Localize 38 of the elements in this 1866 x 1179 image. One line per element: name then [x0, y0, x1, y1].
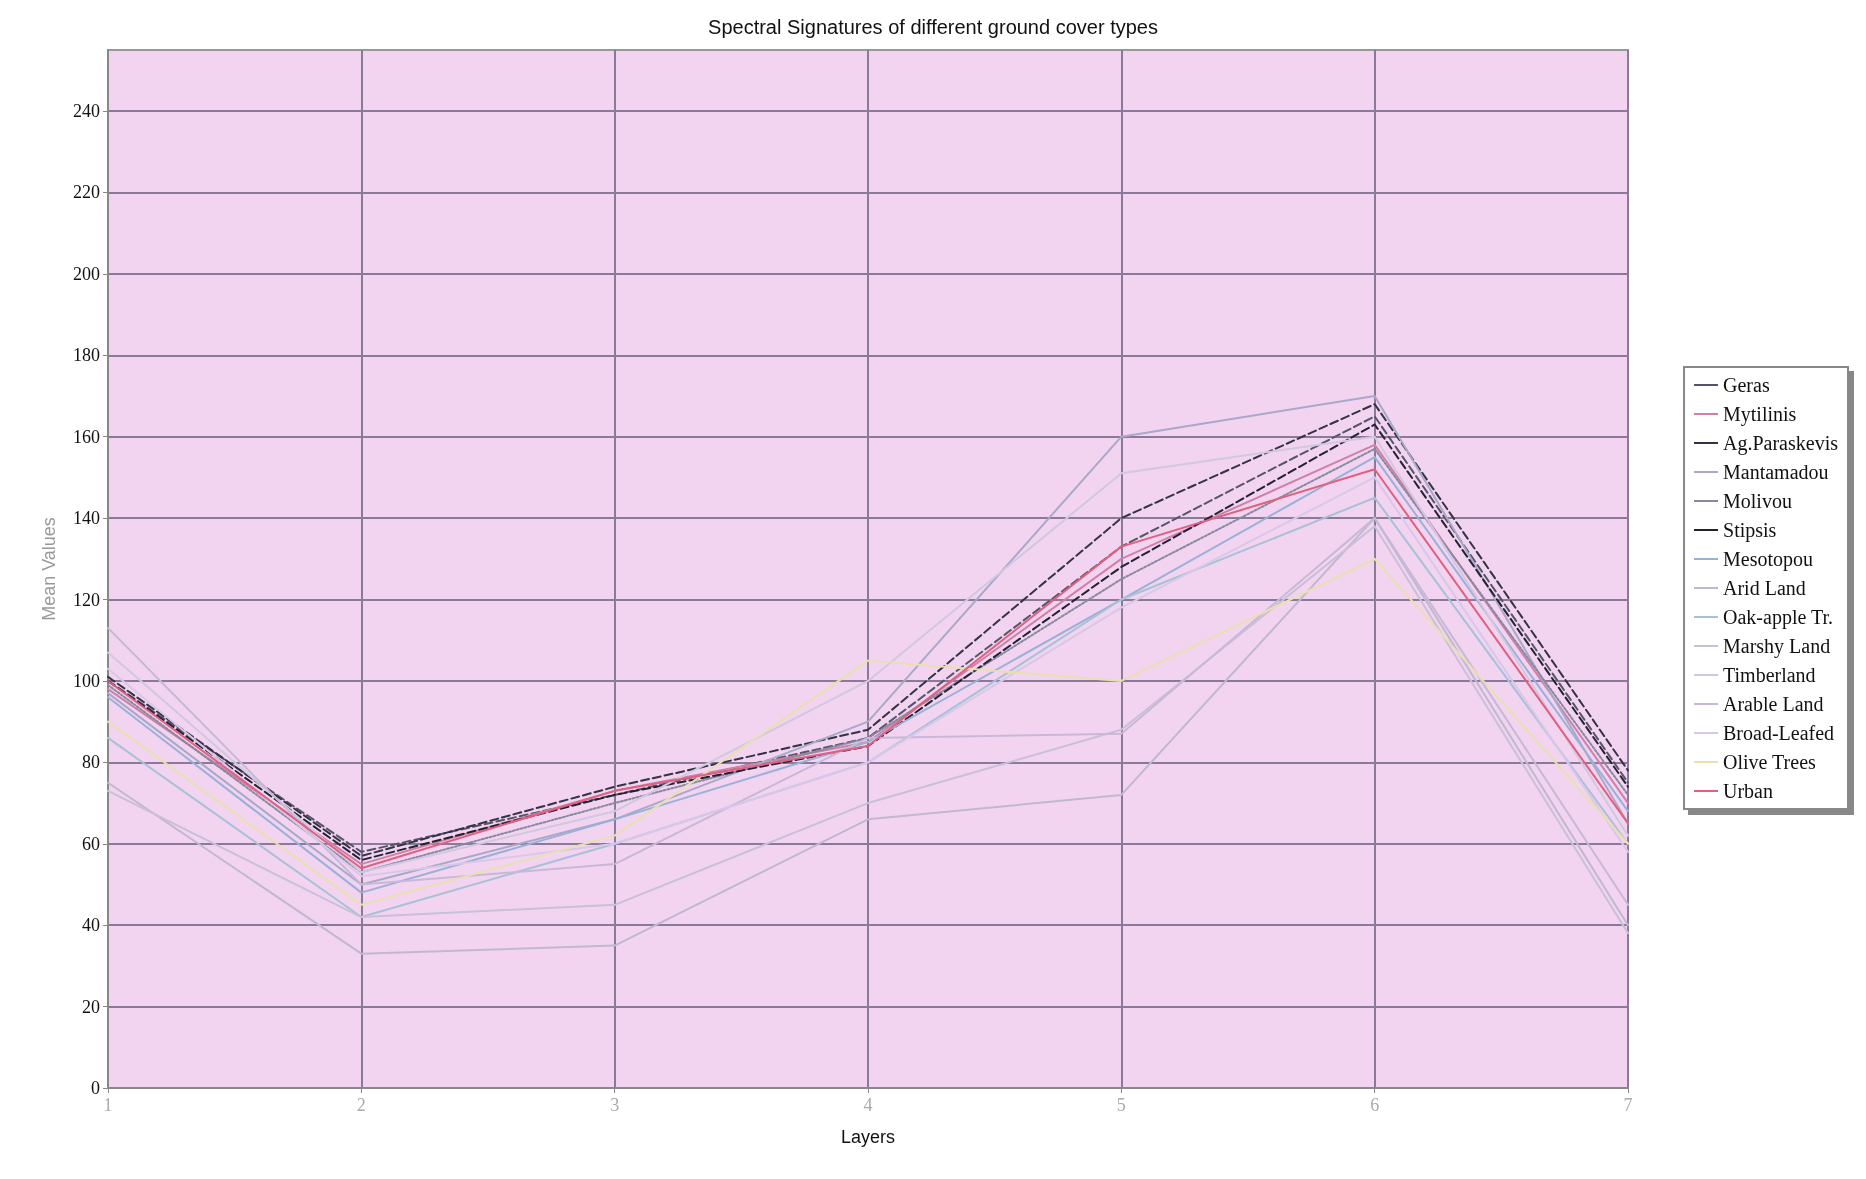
- x-tick-label: 3: [610, 1095, 620, 1115]
- y-axis-title: Mean Values: [39, 517, 59, 621]
- y-tick-label: 120: [73, 589, 100, 610]
- legend-label: Arable Land: [1723, 693, 1824, 715]
- y-tick-label: 220: [73, 182, 100, 203]
- y-tick-label: 200: [73, 263, 100, 284]
- legend-label: Marshy Land: [1723, 635, 1831, 658]
- legend-label: Arid Land: [1723, 577, 1806, 599]
- legend-label: Molivou: [1723, 490, 1792, 512]
- y-tick-label: 240: [73, 101, 100, 122]
- x-tick-label: 1: [103, 1095, 113, 1115]
- y-tick-label: 40: [82, 915, 100, 936]
- legend-label: Timberland: [1723, 664, 1816, 686]
- y-tick-label: 100: [73, 670, 100, 691]
- legend-label: Oak-apple Tr.: [1723, 606, 1834, 629]
- y-tick-label: 160: [73, 426, 100, 447]
- x-tick-label: 6: [1370, 1095, 1380, 1115]
- chart-title: Spectral Signatures of different ground cover types: [708, 16, 1158, 38]
- legend-label: Urban: [1723, 780, 1773, 802]
- y-tick-label: 20: [82, 996, 100, 1017]
- x-tick-label: 2: [356, 1095, 366, 1115]
- x-tick-label: 7: [1623, 1095, 1633, 1115]
- y-tick-label: 140: [73, 508, 100, 529]
- legend-label: Mantamadou: [1723, 461, 1829, 483]
- y-tick-label: 180: [73, 345, 100, 366]
- legend-label: Mytilinis: [1723, 403, 1797, 426]
- legend-label: Olive Trees: [1723, 751, 1817, 773]
- legend-label: Geras: [1723, 374, 1770, 396]
- legend-label: Stipsis: [1723, 519, 1777, 542]
- x-tick-label: 5: [1116, 1095, 1126, 1115]
- x-axis-title: Layers: [840, 1127, 896, 1147]
- y-tick-label: 60: [82, 833, 100, 854]
- y-tick-label: 80: [82, 752, 100, 773]
- y-tick-label: 0: [91, 1078, 100, 1098]
- legend-label: Ag.Paraskevis: [1723, 432, 1839, 455]
- legend-label: Mesotopou: [1723, 548, 1814, 571]
- x-tick-label: 4: [863, 1095, 873, 1115]
- legend-label: Broad-Leafed: [1723, 722, 1835, 744]
